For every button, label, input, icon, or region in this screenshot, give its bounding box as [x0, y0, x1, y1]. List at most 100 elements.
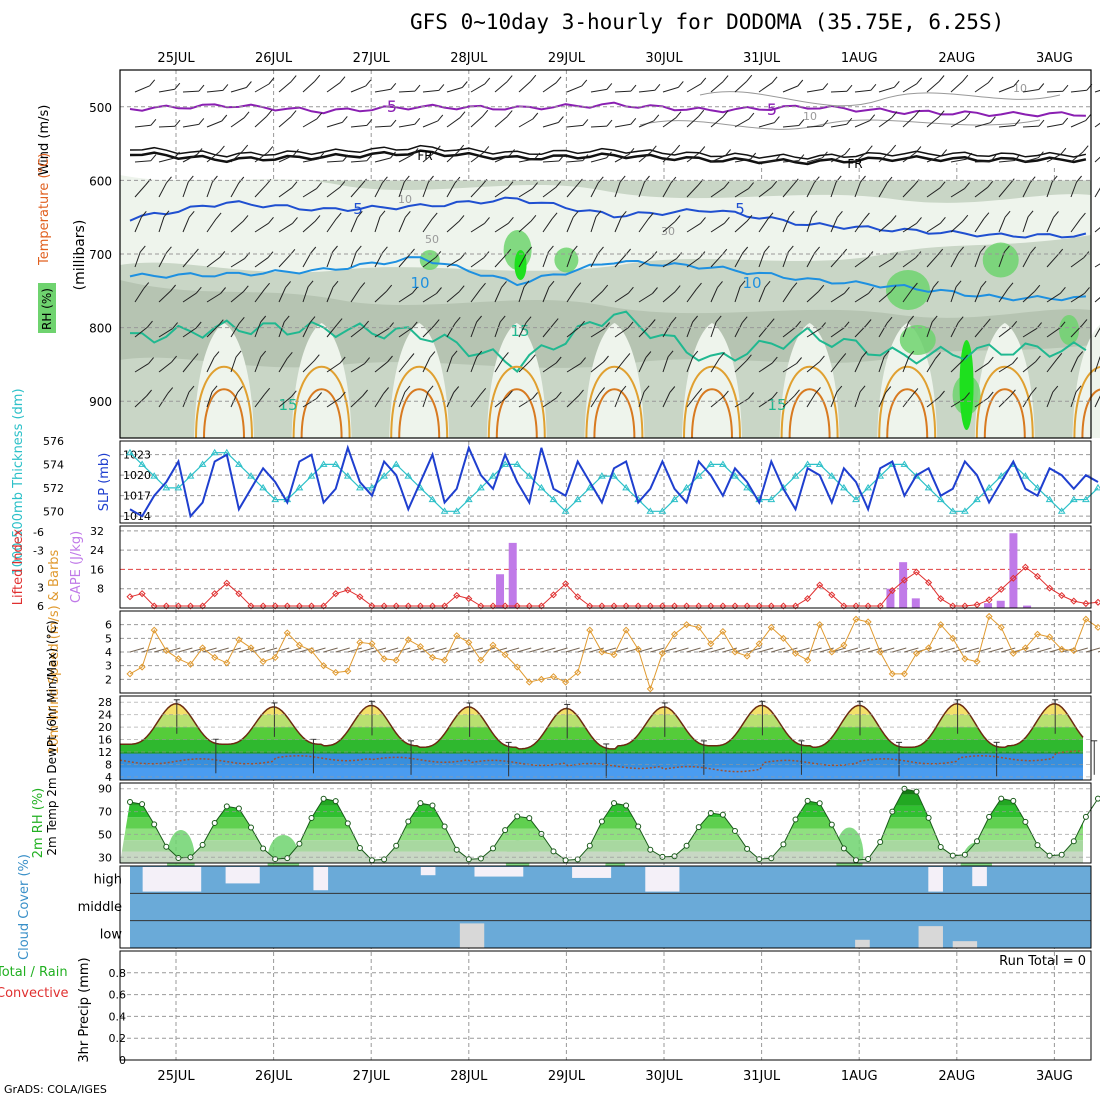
wind-barb	[542, 186, 557, 198]
date-label-top: 27JUL	[353, 51, 391, 66]
wind-barb-flag	[984, 318, 991, 326]
rh-point	[381, 856, 388, 863]
wind-barb	[830, 217, 838, 233]
contour-label: 10	[398, 193, 412, 206]
wind-barb	[758, 186, 773, 198]
wind-barb-flag	[403, 175, 410, 183]
date-label-bottom: 30JUL	[645, 1069, 683, 1084]
wind-barb-flag	[143, 282, 150, 289]
thickness-point	[743, 483, 751, 491]
wind-barb-flag	[286, 351, 293, 359]
wind-barb	[134, 288, 145, 303]
thickness-point	[767, 495, 776, 503]
wind-barb-flag	[723, 390, 729, 398]
wind-barb	[182, 123, 199, 128]
wind-barb	[326, 324, 338, 338]
surface-wind-barb	[504, 647, 520, 653]
cloud-axis-label: Cloud Cover (%)	[17, 854, 32, 960]
contour-label: 5	[767, 100, 777, 119]
lifted-index-point	[997, 585, 1005, 593]
thickness-point	[815, 460, 824, 467]
wind-barb-flag	[914, 109, 921, 117]
warm-temperature-arch	[788, 388, 831, 439]
wind-barb-flag	[987, 391, 994, 399]
rh-point	[490, 845, 496, 852]
wind-barb	[398, 123, 415, 128]
wind-barb	[1070, 89, 1087, 93]
wind-barb	[638, 120, 654, 128]
wind-barb	[1046, 391, 1054, 408]
wind-barb	[1094, 89, 1100, 93]
rh-point	[683, 842, 690, 849]
wind-barb-flag	[238, 316, 245, 324]
rh-plume	[194, 323, 254, 438]
rh-point	[405, 818, 412, 825]
wind-barb-flag	[414, 117, 421, 125]
lifted-index-point	[247, 602, 255, 610]
temperature-band	[120, 696, 1083, 702]
wind-barb	[566, 326, 580, 338]
rh-point	[586, 842, 593, 849]
lifted-index-point	[743, 602, 751, 610]
lifted-tick-label: -3	[33, 545, 44, 558]
thickness-point	[210, 448, 219, 456]
wind-barb	[974, 287, 982, 303]
surface-wind-barb	[988, 647, 1004, 653]
wind-barb-flag	[235, 350, 242, 358]
wind-barb	[158, 216, 165, 233]
rh-point	[611, 800, 617, 807]
lifted-index-point	[223, 579, 231, 587]
wind-barb	[734, 252, 744, 268]
wind-barb-flag	[429, 351, 436, 358]
wind-barb-flag	[1031, 387, 1037, 394]
wind-barb-flag	[699, 146, 706, 153]
wind-barb	[638, 391, 645, 408]
wind-barb-flag	[866, 145, 873, 153]
thickness-point	[658, 507, 667, 514]
temperature-band	[120, 714, 1083, 728]
wind-speed-point	[186, 660, 195, 668]
date-label-top: 30JUL	[645, 51, 683, 66]
lifted-index-point	[840, 602, 848, 610]
wind-barb	[494, 321, 501, 338]
wind-barb-flag	[332, 245, 338, 253]
wind-barb-flag	[283, 315, 290, 323]
wind-barb	[158, 290, 171, 303]
wind-barb	[638, 89, 655, 93]
rh-plume	[584, 323, 645, 438]
wind-tick-label: 6	[105, 619, 112, 632]
wind-barb-flag	[890, 215, 897, 222]
wind-speed-point	[876, 648, 884, 656]
wind-barb-flag	[172, 322, 178, 329]
thickness-point	[694, 472, 703, 479]
lifted-index-point	[707, 602, 715, 610]
wind-barb	[566, 363, 581, 373]
thickness-point	[356, 483, 364, 491]
wind-barb	[854, 357, 863, 373]
wind-barb	[926, 222, 941, 233]
wind-speed-point	[1094, 623, 1100, 631]
wind-barb-flag	[382, 176, 388, 184]
wind-barb	[158, 328, 173, 338]
wind-barb-flag	[1027, 210, 1034, 218]
wind-barb	[1094, 122, 1100, 128]
wind-barb	[782, 160, 799, 163]
wind-barb-flag	[476, 315, 482, 323]
wind-barb-flag	[931, 315, 938, 323]
lifted-index-point	[622, 602, 630, 610]
rh-point	[223, 803, 230, 810]
thickness-point	[428, 495, 437, 503]
wind-barb-flag	[523, 280, 530, 288]
contour-label: 10	[410, 274, 429, 292]
wind-barb-flag	[700, 77, 707, 85]
wind-barb	[254, 257, 269, 268]
wind-barb	[1046, 90, 1064, 93]
wind-barb-flag	[532, 182, 538, 189]
wind-barb-flag	[912, 388, 919, 395]
wind-barb-flag	[555, 181, 562, 188]
wind-barb	[278, 81, 292, 93]
wind-barb	[518, 398, 533, 408]
wind-barb-flag	[307, 280, 314, 288]
wind-barb-flag	[506, 75, 513, 82]
wind-barb-flag	[606, 151, 612, 159]
